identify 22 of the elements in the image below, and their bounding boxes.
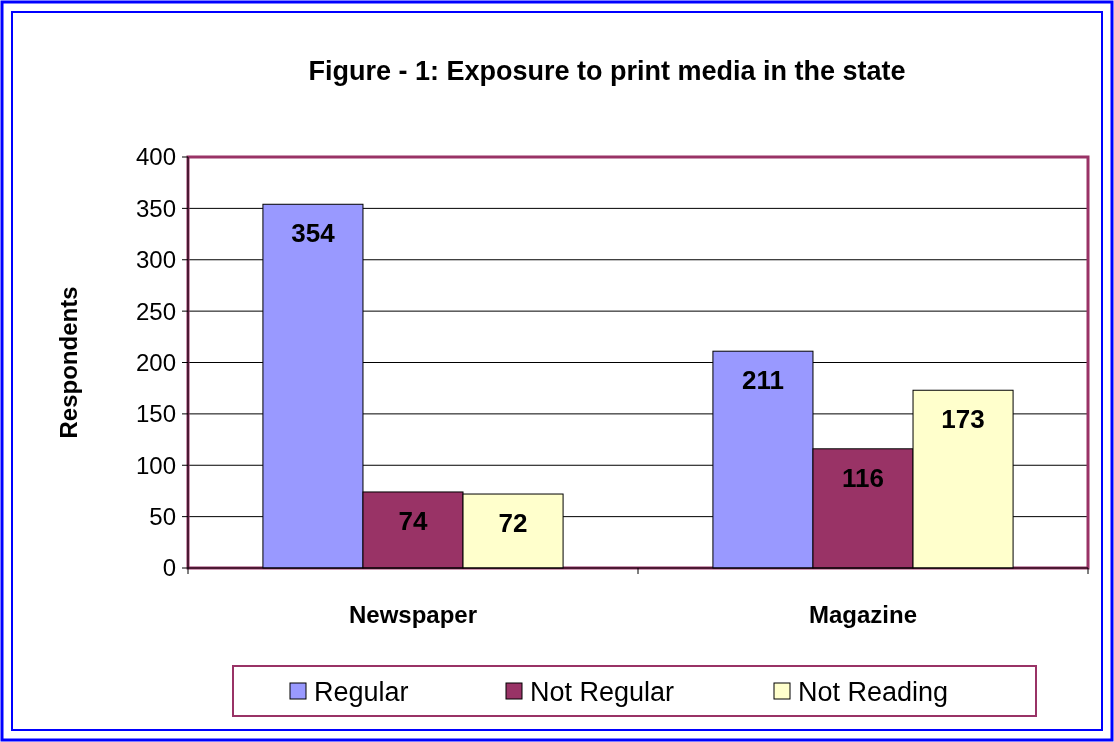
y-tick-label: 150: [135, 400, 176, 428]
y-tick-label: 350: [135, 194, 176, 222]
data-label: 173: [941, 404, 985, 435]
data-label: 74: [398, 505, 428, 536]
data-label: 211: [741, 365, 784, 396]
legend-label: Regular: [314, 677, 409, 708]
data-label: 354: [291, 218, 336, 249]
y-tick-label: 200: [135, 348, 176, 376]
y-tick-label: 250: [135, 297, 176, 325]
chart-title: Figure - 1: Exposure to print media in the state: [308, 56, 906, 86]
data-label: 72: [498, 508, 528, 539]
legend-label: Not Regular: [530, 677, 675, 708]
x-tick-label: Magazine: [808, 601, 918, 628]
x-tick-label: Newspaper: [348, 601, 478, 628]
y-axis-title: Respondents: [55, 286, 82, 439]
data-label: 116: [842, 462, 884, 493]
legend-label: Not Reading: [798, 677, 949, 708]
y-tick-label: 400: [135, 143, 176, 171]
y-tick-label: 50: [149, 503, 176, 531]
y-tick-label: 100: [135, 451, 176, 479]
y-tick-label: 0: [162, 554, 176, 582]
y-tick-label: 300: [135, 246, 176, 274]
